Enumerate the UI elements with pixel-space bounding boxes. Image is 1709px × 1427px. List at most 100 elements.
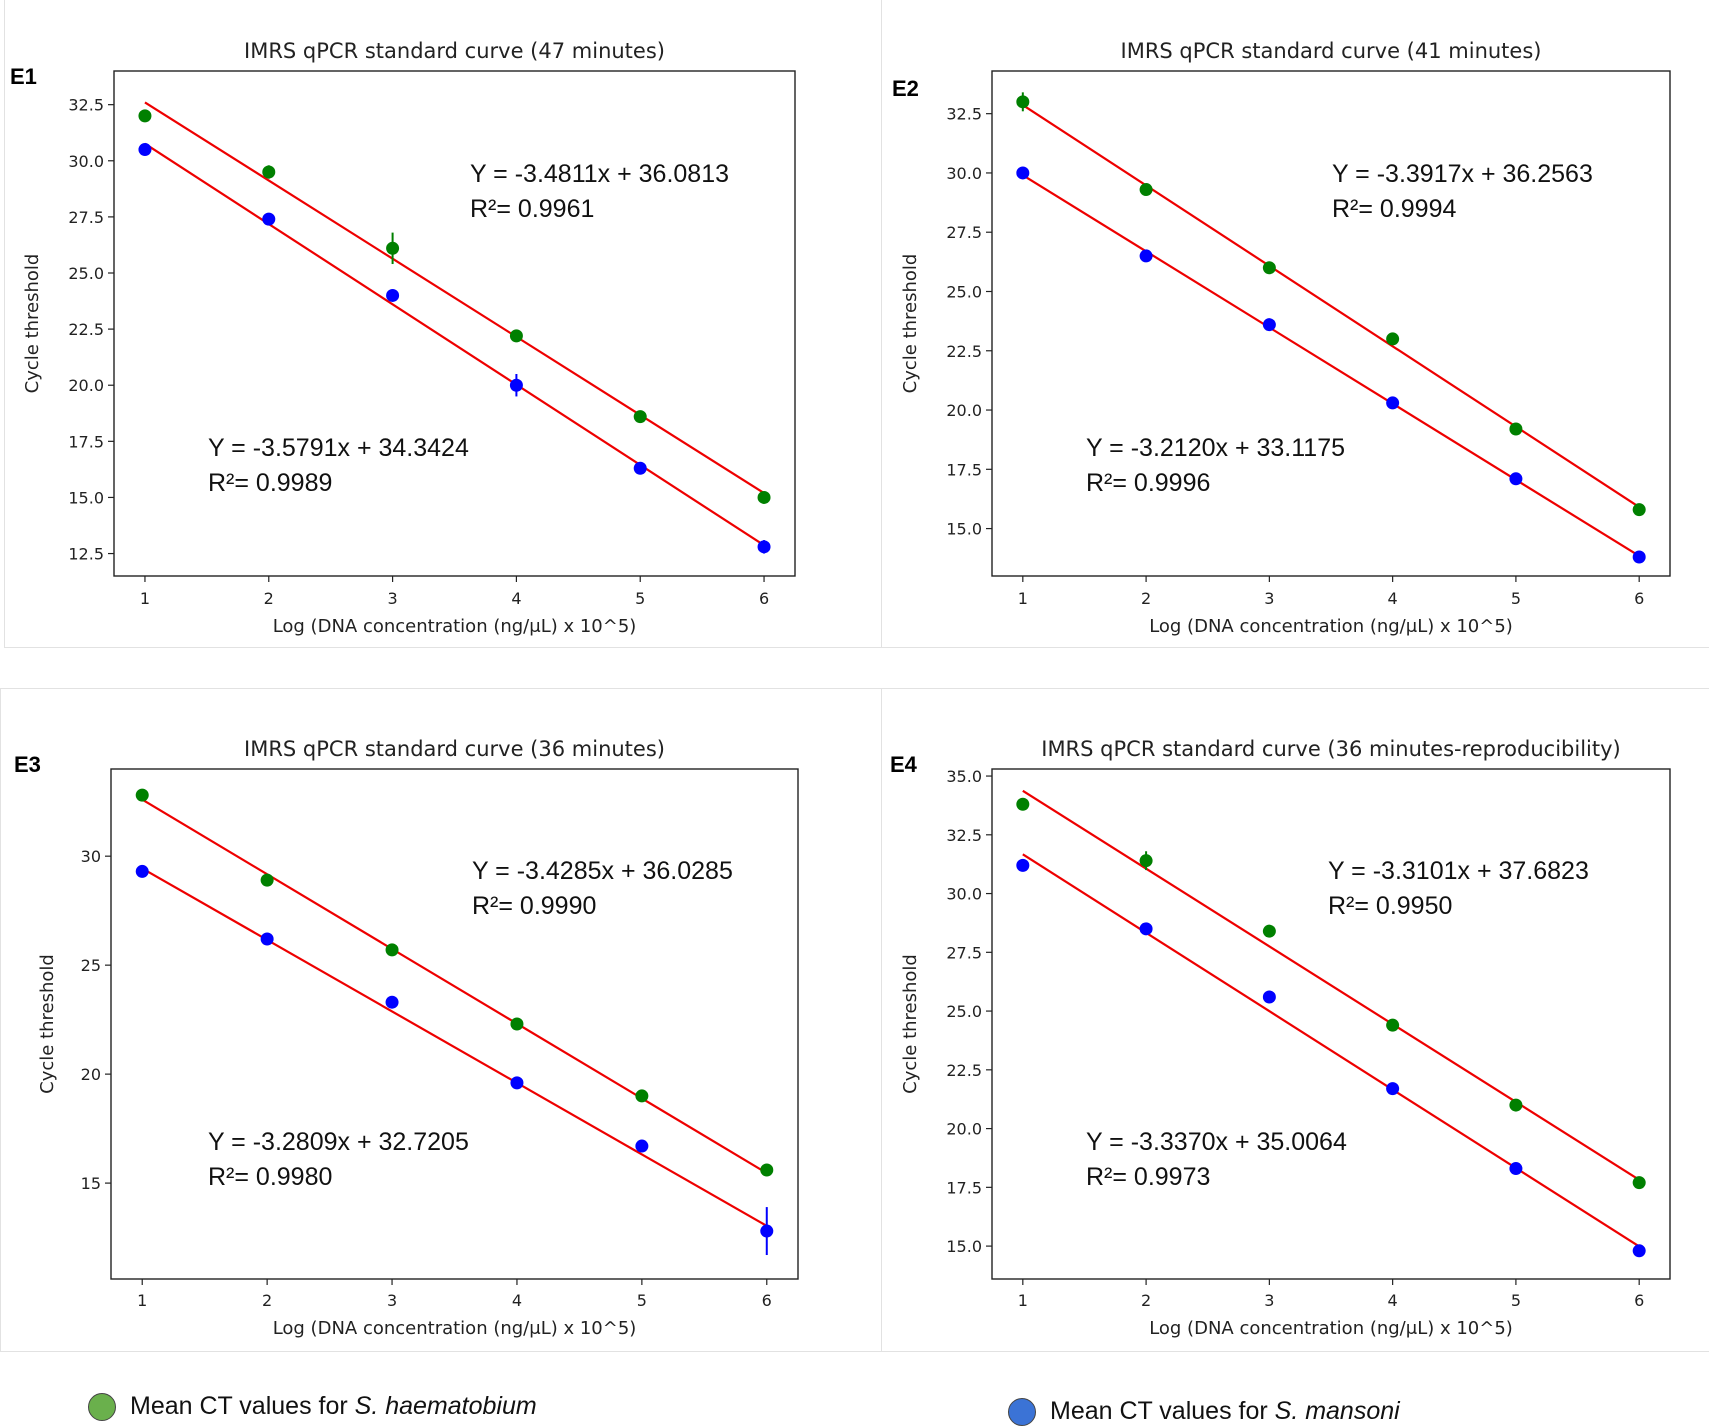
x-tick-label: 2 (264, 589, 274, 608)
panel-frame-e2 (881, 0, 1709, 648)
data-point-haematobium (760, 1163, 774, 1177)
data-point-mansoni (1139, 922, 1153, 936)
data-point-haematobium (1509, 1098, 1523, 1112)
chart-title: IMRS qPCR standard curve (36 minutes) (244, 737, 665, 761)
x-tick-label: 3 (1264, 1291, 1274, 1310)
data-point-haematobium (1139, 183, 1153, 197)
fit-line-haematobium (141, 798, 768, 1175)
data-point-mansoni (260, 932, 274, 946)
data-point-haematobium (1139, 854, 1153, 868)
x-tick-label: 5 (1511, 589, 1521, 608)
data-point-mansoni (1509, 1162, 1523, 1176)
data-point-haematobium (1632, 1176, 1646, 1190)
r-squared-label: R²= 0.9973 (1086, 1163, 1210, 1191)
data-point-haematobium (260, 873, 274, 887)
data-point-haematobium (1016, 95, 1030, 109)
x-tick-label: 4 (511, 589, 521, 608)
y-tick-label: 32.5 (68, 96, 104, 115)
y-tick-label: 17.5 (946, 460, 982, 479)
x-tick-label: 5 (637, 1291, 647, 1310)
y-tick-label: 17.5 (946, 1178, 982, 1197)
plot-area (991, 70, 1671, 577)
chart-title: IMRS qPCR standard curve (36 minutes-rep… (1041, 737, 1621, 761)
y-tick-label: 25.0 (946, 282, 982, 301)
data-point-haematobium (1386, 332, 1400, 346)
data-point-haematobium (1509, 422, 1523, 436)
y-tick-label: 30.0 (946, 885, 982, 904)
equation-label: Y = -3.3101x + 37.6823 (1328, 857, 1589, 885)
y-tick-label: 15.0 (68, 488, 104, 507)
x-tick-label: 3 (387, 1291, 397, 1310)
data-point-mansoni (262, 212, 276, 226)
panel-label-e4: E4 (890, 752, 917, 777)
equation-label: Y = -3.3370x + 35.0064 (1086, 1128, 1347, 1156)
data-point-mansoni (386, 288, 400, 302)
panel-label-e2: E2 (892, 76, 919, 101)
data-point-mansoni (135, 864, 149, 878)
data-point-mansoni (1139, 249, 1153, 263)
y-tick-label: 27.5 (946, 223, 982, 242)
legend-mansoni-label: Mean CT values for S. mansoni (1050, 1397, 1400, 1425)
legend-haematobium: Mean CT values for S. haematobium (88, 1392, 537, 1421)
y-tick-label: 27.5 (68, 208, 104, 227)
y-axis-label: Cycle threshold (900, 954, 921, 1094)
fit-line-mansoni (144, 142, 765, 547)
x-tick-label: 2 (1141, 1291, 1151, 1310)
data-point-haematobium (135, 788, 149, 802)
equation-label: Y = -3.4811x + 36.0813 (470, 160, 729, 188)
y-tick-label: 35.0 (946, 767, 982, 786)
data-point-mansoni (1016, 858, 1030, 872)
y-tick-label: 22.5 (946, 342, 982, 361)
data-point-haematobium (1632, 503, 1646, 517)
legend-mansoni: Mean CT values for S. mansoni (1008, 1397, 1400, 1426)
chart-title: IMRS qPCR standard curve (47 minutes) (244, 39, 665, 63)
equation-label: Y = -3.5791x + 34.3424 (208, 434, 469, 462)
chart-title: IMRS qPCR standard curve (41 minutes) (1121, 39, 1542, 63)
data-point-mansoni (633, 461, 647, 475)
x-tick-label: 6 (1634, 589, 1644, 608)
data-point-haematobium (1016, 797, 1030, 811)
y-axis-label: Cycle threshold (22, 254, 43, 394)
data-point-mansoni (509, 378, 523, 392)
data-point-mansoni (1262, 990, 1276, 1004)
fit-line-haematobium (1022, 104, 1640, 509)
y-tick-label: 15.0 (946, 520, 982, 539)
y-tick-label: 12.5 (68, 545, 104, 564)
data-point-mansoni (385, 995, 399, 1009)
panel-label-e1: E1 (10, 64, 37, 89)
y-tick-label: 25.0 (68, 264, 104, 283)
plot-area (110, 768, 799, 1280)
plot-area (991, 768, 1671, 1280)
data-point-haematobium (1386, 1018, 1400, 1032)
fit-line-haematobium (144, 101, 765, 495)
x-tick-label: 5 (1511, 1291, 1521, 1310)
y-tick-label: 15.0 (946, 1237, 982, 1256)
fit-line-haematobium (1022, 789, 1640, 1181)
x-tick-label: 2 (1141, 589, 1151, 608)
x-tick-label: 1 (137, 1291, 147, 1310)
x-tick-label: 4 (1388, 589, 1398, 608)
data-point-mansoni (1386, 1082, 1400, 1096)
x-axis-label: Log (DNA concentration (ng/μL) x 10^5) (1149, 616, 1513, 637)
x-tick-label: 6 (762, 1291, 772, 1310)
y-tick-label: 27.5 (946, 943, 982, 962)
y-tick-label: 30.0 (68, 152, 104, 171)
y-tick-label: 22.5 (68, 320, 104, 339)
x-axis-label: Log (DNA concentration (ng/μL) x 10^5) (273, 1318, 637, 1339)
r-squared-label: R²= 0.9990 (472, 892, 596, 920)
x-tick-label: 3 (387, 589, 397, 608)
data-point-mansoni (760, 1224, 774, 1238)
y-tick-label: 32.5 (946, 826, 982, 845)
data-point-mansoni (1632, 1244, 1646, 1258)
equation-label: Y = -3.2809x + 32.7205 (208, 1128, 469, 1156)
y-tick-label: 30.0 (946, 164, 982, 183)
data-point-mansoni (1262, 318, 1276, 332)
panel-label-e3: E3 (14, 752, 41, 777)
y-tick-label: 20.0 (946, 1120, 982, 1139)
x-tick-label: 6 (1634, 1291, 1644, 1310)
data-point-haematobium (262, 165, 276, 179)
r-squared-label: R²= 0.9961 (470, 195, 594, 223)
r-squared-label: R²= 0.9950 (1328, 892, 1452, 920)
